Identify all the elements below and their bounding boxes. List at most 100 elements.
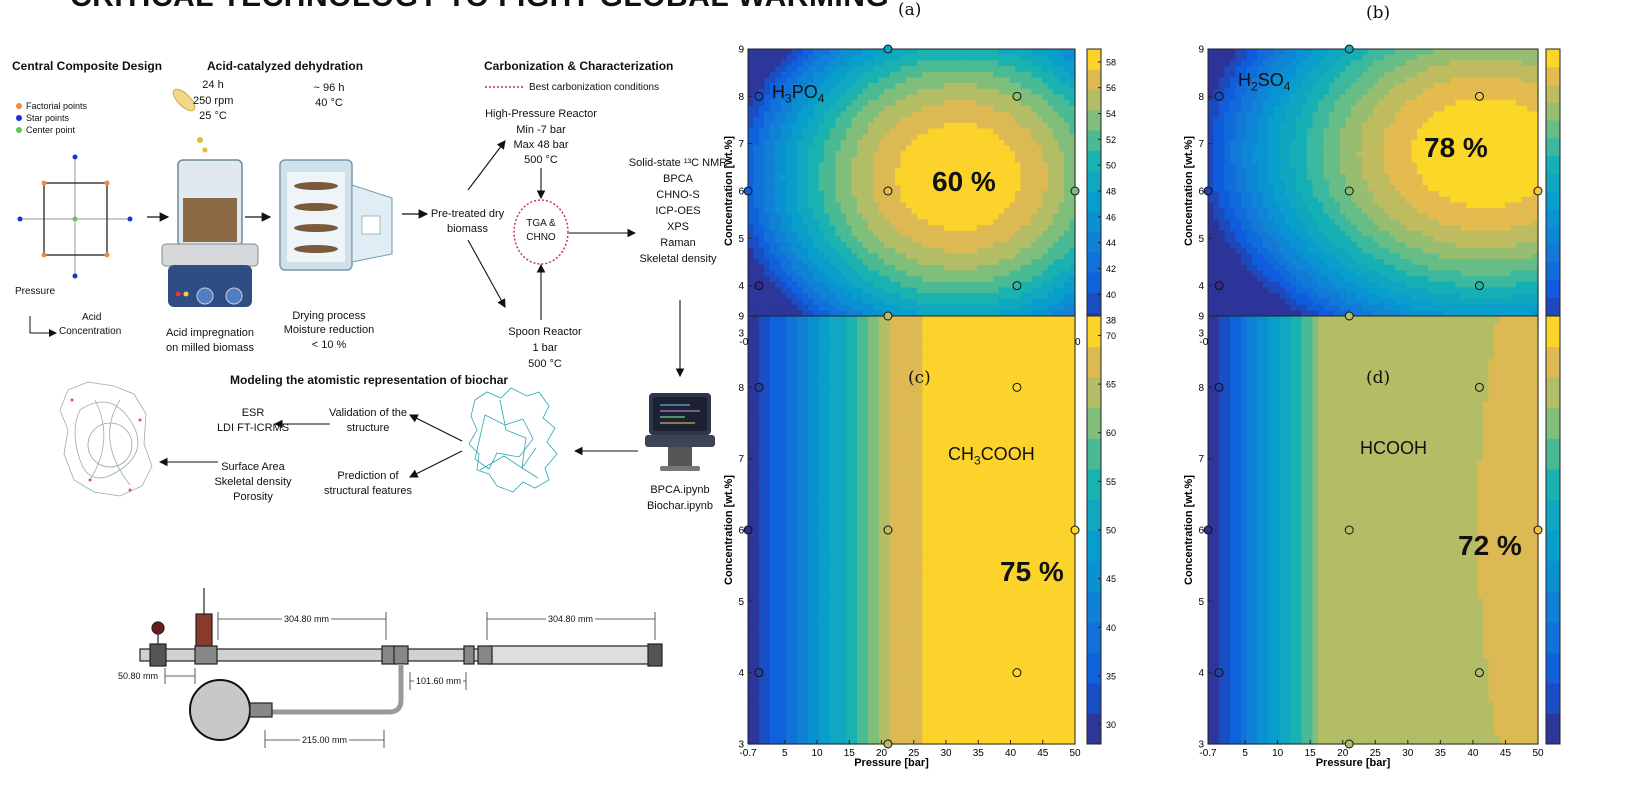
y-tick-label: 7 [738, 454, 744, 465]
hp-reactor-1: High-Pressure Reactor [485, 108, 597, 120]
colorbar-tick-label: 40 [1106, 623, 1116, 633]
y-tick-label: 3 [1198, 740, 1204, 751]
x-tick-label: 35 [973, 748, 985, 759]
colorbar-tick-label: 45 [1106, 574, 1116, 584]
colorbar: 38 40 42 44 46 48 50 52 54 56 58 [1086, 48, 1116, 334]
panel-a-acid: H3PO4 [772, 82, 825, 106]
panel-b-acid: H2SO4 [1238, 70, 1291, 94]
biochar-structure-grey [59, 381, 153, 497]
colorbar-tick-label: 42 [1106, 264, 1116, 274]
design-point [1474, 281, 1484, 291]
x-tick-label: 20 [876, 748, 888, 759]
design-point [1474, 668, 1484, 678]
design-point [754, 91, 764, 101]
workflow-graphics [17, 86, 715, 748]
design-point [883, 739, 893, 749]
oven-temp: 40 °C [315, 97, 343, 109]
y-tick-label: 4 [1198, 668, 1204, 679]
panel-d-label: (d) [1366, 368, 1391, 388]
colorbar-tick-label: 35 [1106, 671, 1116, 681]
y-tick-label: 7 [1198, 454, 1204, 465]
x-tick-label: 40 [1467, 748, 1479, 759]
x-tick-label: -0.7 [739, 748, 757, 759]
best-conditions: Best carbonization conditions [529, 82, 660, 93]
colorbar-tick-label: 30 [1106, 720, 1116, 730]
design-point [1474, 382, 1484, 392]
tga-line1: TGA & [526, 218, 556, 229]
tga-line2: CHNO [526, 232, 556, 243]
x-tick-label: 25 [1370, 748, 1382, 759]
y-tick-label: 9 [738, 312, 744, 323]
ccd-title: Central Composite Design [12, 59, 163, 73]
tga-circle [513, 199, 569, 265]
y-tick-label: 5 [1198, 234, 1204, 245]
legend-star: Star points [26, 113, 70, 123]
y-tick-label: 3 [738, 329, 744, 340]
design-point [1203, 525, 1213, 535]
x-tick-label: 45 [1500, 748, 1512, 759]
dim-3: 50.80 mm [118, 671, 159, 681]
y-axis-label: Concentration [wt.%] [723, 475, 735, 585]
panel-c-value: 75 % [1000, 556, 1064, 587]
dim-4: 101.60 mm [414, 675, 464, 688]
y-tick-label: 4 [738, 668, 744, 679]
carbonization-title: Carbonization & Characterization [484, 59, 674, 73]
reactor-schematic [139, 588, 663, 741]
y-tick-label: 7 [738, 139, 744, 150]
y-tick-label: 6 [1198, 526, 1204, 537]
y-tick-label: 5 [738, 234, 744, 245]
colorbar [1545, 48, 1561, 334]
colorbar-tick-label: 65 [1106, 380, 1116, 390]
y-axis-label: Concentration [wt.%] [723, 136, 735, 246]
y-tick-label: 5 [1198, 597, 1204, 608]
dim-5: 215.00 mm [300, 734, 350, 747]
technique-nmr: Solid-state ¹³C NMR [628, 157, 728, 169]
colorbar-tick-label: 40 [1106, 290, 1116, 300]
design-point [754, 668, 764, 678]
spoon-reactor-3: 500 °C [528, 358, 562, 370]
x-tick-label: 45 [1037, 748, 1049, 759]
impregnation-line1: Acid impregnation [165, 327, 255, 339]
x-axis-label: Pressure [bar] [854, 757, 929, 769]
colorbar-tick-label: 48 [1106, 187, 1116, 197]
x-axis-label: Pressure [bar] [1316, 757, 1391, 769]
design-point [1344, 525, 1354, 535]
x-tick-label: 50 [1069, 748, 1081, 759]
technique-icp: ICP-OES [655, 205, 701, 217]
colorbar: 30 35 40 45 50 55 60 65 70 [1086, 315, 1116, 745]
drying-line1: Drying process [292, 310, 366, 322]
design-point [1012, 91, 1022, 101]
legend-factorial-dot [16, 103, 22, 109]
x-tick-label: 25 [908, 748, 920, 759]
design-point [754, 281, 764, 291]
design-point [1012, 668, 1022, 678]
param-temp: 25 °C [199, 110, 227, 122]
x-tick-label: 5 [782, 748, 788, 759]
design-point [1012, 382, 1022, 392]
y-tick-label: 9 [1198, 45, 1204, 56]
x-tick-label: 10 [1272, 748, 1284, 759]
validation-1: Validation of the [328, 407, 408, 419]
y-axis-label: Concentration [wt.%] [1183, 475, 1195, 585]
y-tick-label: 7 [1198, 139, 1204, 150]
y-tick-label: 8 [1198, 92, 1204, 103]
y-tick-label: 5 [738, 597, 744, 608]
design-point [1214, 281, 1224, 291]
colorbar-tick-label: 50 [1106, 161, 1116, 171]
panel-b-label: (b) [1366, 3, 1391, 23]
colorbar-tick-label: 70 [1106, 331, 1116, 341]
contour-panel-b: -0.7510152025303540453456789Pressure [ba… [1183, 44, 1561, 358]
design-point [1214, 91, 1224, 101]
y-axis-label: Concentration [wt.%] [1183, 136, 1195, 246]
colorbar-tick-label: 50 [1106, 526, 1116, 536]
colorbar-tick-label: 44 [1106, 238, 1116, 248]
dim-2: 304.80 mm [546, 613, 596, 626]
notebook-bpca: BPCA.ipynb [650, 484, 710, 496]
colorbar-tick-label: 46 [1106, 212, 1116, 222]
ccd-axis-concentration: Concentration [59, 326, 122, 337]
esr-line2: LDI FT-ICRMS [216, 422, 290, 434]
validation-2: structure [346, 422, 390, 434]
panel-a-value: 60 % [932, 166, 996, 197]
colorbar-tick-label: 60 [1106, 428, 1116, 438]
spoon-reactor-1: Spoon Reactor [508, 326, 582, 338]
